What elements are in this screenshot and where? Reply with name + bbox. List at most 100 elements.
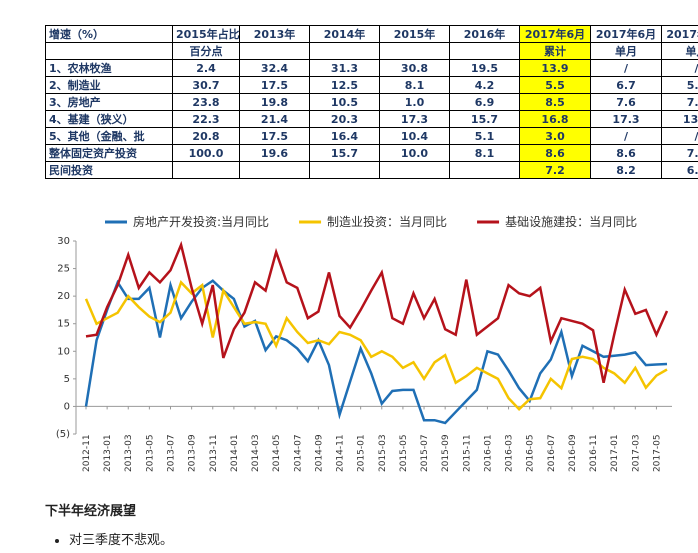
table-cell: 2014年 bbox=[309, 25, 380, 43]
bullet-list: 对三季度不悲观。 bbox=[45, 529, 173, 548]
table-cell: 30.7 bbox=[172, 76, 240, 94]
chart: (5) 0 5 10 15 20 25 30 2012-11 2013-01 2013-03 2013… bbox=[56, 214, 672, 472]
table-cell: 7.6 bbox=[590, 93, 662, 111]
section: 下半年经济展望 对三季度不悲观。 bbox=[45, 500, 173, 548]
x-tick-label: 2014-07 bbox=[293, 434, 303, 472]
legend-label: 制造业投资：当月同比 bbox=[327, 214, 447, 229]
x-tick-label: 2015-07 bbox=[420, 434, 430, 472]
x-tick-label: 2014-05 bbox=[272, 434, 282, 472]
table-cell: 13.9 bbox=[519, 59, 591, 77]
table-cell: 23.8 bbox=[172, 93, 240, 111]
x-tick-label: 2015-03 bbox=[378, 434, 388, 472]
table-cell: 16.4 bbox=[309, 127, 380, 145]
x-tick-label: 2013-09 bbox=[188, 434, 198, 472]
table-cell: / bbox=[661, 127, 698, 145]
table-cell: 1、农林牧渔 bbox=[45, 59, 173, 77]
table-cell: 10.0 bbox=[379, 144, 450, 162]
table-cell: 2015年 bbox=[379, 25, 450, 43]
x-tick-label: 2017-03 bbox=[631, 434, 641, 472]
x-tick-label: 2016-09 bbox=[568, 434, 578, 472]
table-row: 5、其他（金融、批20.817.516.410.45.13.0// bbox=[45, 127, 698, 145]
table-cell: 7.4 bbox=[661, 93, 698, 111]
y-tick-label: 30 bbox=[57, 236, 70, 247]
table-cell: 百分点 bbox=[172, 42, 240, 60]
x-tick-label: 2013-11 bbox=[209, 434, 219, 472]
table-cell: 8.6 bbox=[590, 144, 662, 162]
table-cell bbox=[309, 161, 380, 179]
x-tick-label: 2013-01 bbox=[103, 434, 113, 472]
line-series bbox=[84, 280, 668, 411]
table-row: 增速（%） 2015年占比 2013年 2014年 2015年 2016年 2017年6月 2… bbox=[45, 25, 698, 43]
x-tick-label: 2012-11 bbox=[82, 434, 92, 472]
table-cell: 13.1 bbox=[661, 110, 698, 128]
table-cell: 6.9 bbox=[449, 93, 520, 111]
table-cell: 7.9 bbox=[661, 144, 698, 162]
x-tick-label: 2015-09 bbox=[441, 434, 451, 472]
y-tick-label: (5) bbox=[56, 429, 70, 440]
table-cell: 30.8 bbox=[379, 59, 450, 77]
table-cell: 民间投资 bbox=[45, 161, 173, 179]
table-cell: 8.1 bbox=[379, 76, 450, 94]
table-cell: 19.6 bbox=[239, 144, 310, 162]
table-cell: 2015年占比 bbox=[172, 25, 240, 43]
x-tick-label: 2016-05 bbox=[526, 434, 536, 472]
table-cell: 单月 bbox=[590, 42, 662, 60]
line-series bbox=[84, 279, 668, 425]
table-cell: 8.6 bbox=[519, 144, 591, 162]
table-cell: 增速（%） bbox=[45, 25, 173, 43]
table-cell: 21.4 bbox=[239, 110, 310, 128]
table-cell: 4、基建（狭义） bbox=[45, 110, 173, 128]
x-tick-label: 2014-09 bbox=[314, 434, 324, 472]
legend-label: 房地产开发投资:当月同比 bbox=[133, 214, 269, 229]
bullet: 对三季度不悲观。 bbox=[69, 529, 173, 548]
table-cell: 2017年5月 bbox=[661, 25, 698, 43]
table-cell: 17.3 bbox=[590, 110, 662, 128]
table-cell: 10.4 bbox=[379, 127, 450, 145]
section-heading: 下半年经济展望 bbox=[45, 504, 137, 519]
table-cell: 17.3 bbox=[379, 110, 450, 128]
table-cell: 2016年 bbox=[449, 25, 520, 43]
table-cell: 1.0 bbox=[379, 93, 450, 111]
table-cell bbox=[449, 42, 520, 60]
table-cell bbox=[239, 161, 310, 179]
y-tick-label: 15 bbox=[57, 319, 70, 330]
table-cell: 8.5 bbox=[519, 93, 591, 111]
table-cell bbox=[379, 42, 450, 60]
table-cell: 2017年6月 bbox=[519, 25, 591, 43]
table-cell: 7.2 bbox=[519, 161, 591, 179]
table-cell: 100.0 bbox=[172, 144, 240, 162]
x-tick-label: 2013-07 bbox=[167, 434, 177, 472]
table-cell: 2.4 bbox=[172, 59, 240, 77]
table-cell: 6.7 bbox=[590, 76, 662, 94]
table-cell: 31.3 bbox=[309, 59, 380, 77]
y-tick-label: 0 bbox=[64, 401, 70, 412]
table-row: 百分点累计单月单月 bbox=[45, 42, 698, 60]
table-cell: 整体固定资产投资 bbox=[45, 144, 173, 162]
table-cell bbox=[45, 42, 173, 60]
x-tick-label: 2017-01 bbox=[610, 434, 620, 472]
table-cell bbox=[172, 161, 240, 179]
x-tick-label: 2013-05 bbox=[145, 434, 155, 472]
table-cell: 10.5 bbox=[309, 93, 380, 111]
y-tick-label: 10 bbox=[57, 346, 70, 357]
table-cell: 19.5 bbox=[449, 59, 520, 77]
table-cell: 17.5 bbox=[239, 76, 310, 94]
table-cell: / bbox=[590, 127, 662, 145]
table-cell: 15.7 bbox=[449, 110, 520, 128]
table-cell: 2、制造业 bbox=[45, 76, 173, 94]
table-cell: 2013年 bbox=[239, 25, 310, 43]
table-cell bbox=[449, 161, 520, 179]
y-tick-label: 20 bbox=[57, 291, 70, 302]
x-tick-label: 2015-01 bbox=[357, 434, 367, 472]
x-tick-label: 2016-01 bbox=[483, 434, 493, 472]
table-cell: 20.8 bbox=[172, 127, 240, 145]
data-table: 增速（%） 2015年占比 2013年 2014年 2015年 2016年 2017年6月 2… bbox=[45, 25, 698, 179]
x-tick-label: 2014-01 bbox=[230, 434, 240, 472]
table-cell: / bbox=[590, 59, 662, 77]
table-cell bbox=[309, 42, 380, 60]
table-cell: 12.5 bbox=[309, 76, 380, 94]
table-cell: 单月 bbox=[661, 42, 698, 60]
